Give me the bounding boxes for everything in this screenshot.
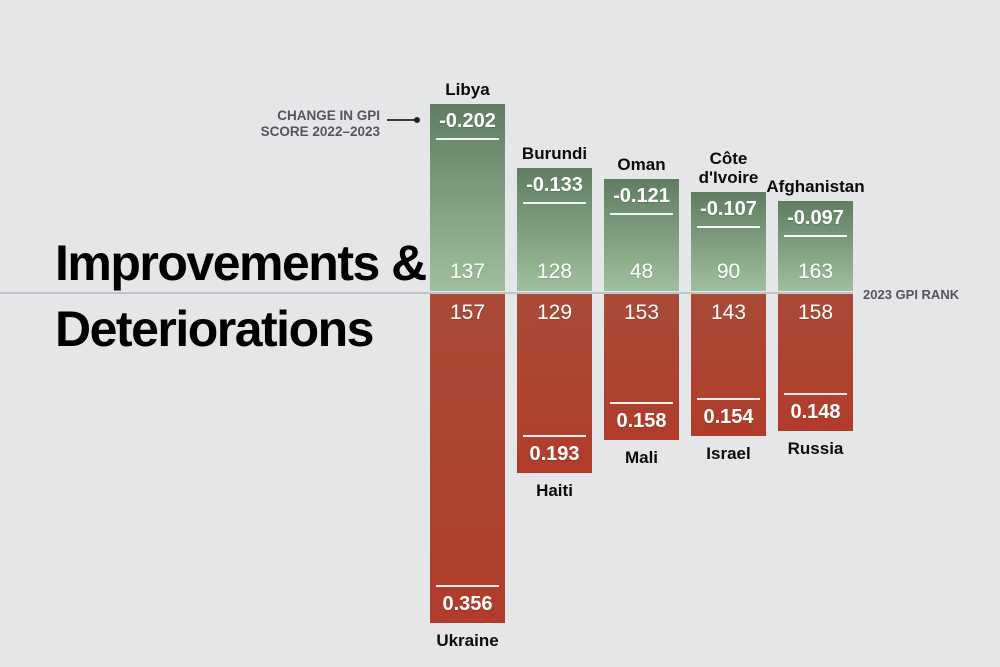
improvement-value: -0.097 <box>787 207 844 229</box>
deterioration-underline <box>784 393 847 395</box>
deterioration-country-label: Mali <box>624 448 659 467</box>
deterioration-underline <box>436 585 499 587</box>
page-title-line2: Deteriorations <box>55 301 374 357</box>
improvement-country-label: Côte d'Ivoire <box>698 149 759 187</box>
improvement-underline <box>697 226 760 228</box>
improvement-value: -0.121 <box>613 185 670 207</box>
improvement-bar: -0.202 137 <box>430 104 505 291</box>
improvement-country-label: Afghanistan <box>766 177 865 196</box>
improvement-country-label: Burundi <box>521 144 588 163</box>
chart-column: Côte d'Ivoire -0.107 90 143 0.154 Israel <box>691 0 766 667</box>
improvement-bar: -0.107 90 <box>691 192 766 291</box>
baseline-axis <box>0 292 853 294</box>
deterioration-rank: 153 <box>623 301 660 324</box>
deterioration-rank: 143 <box>710 301 747 324</box>
deterioration-bar: 157 0.356 <box>430 294 505 623</box>
deterioration-bar: 153 0.158 <box>604 294 679 440</box>
deterioration-underline <box>610 402 673 404</box>
improvement-rank: 90 <box>716 260 741 283</box>
deterioration-value: 0.193 <box>529 443 580 465</box>
improvement-value: -0.202 <box>439 110 496 132</box>
improvement-underline <box>523 202 586 204</box>
chart-column: Oman -0.121 48 153 0.158 Mali <box>604 0 679 667</box>
improvement-underline <box>436 138 499 140</box>
improvement-country-label: Libya <box>445 80 490 99</box>
deterioration-value: 0.356 <box>442 593 493 615</box>
page-title-line1: Improvements & <box>55 235 427 291</box>
chart-column: Afghanistan -0.097 163 158 0.148 Russia <box>766 0 864 667</box>
gpi-rank-note: 2023 GPI RANK <box>863 287 960 302</box>
deterioration-underline <box>697 398 760 400</box>
deterioration-rank: 157 <box>449 301 486 324</box>
deterioration-country-label: Israel <box>706 444 751 463</box>
deterioration-rank: 158 <box>797 301 834 324</box>
improvement-rank: 128 <box>536 260 573 283</box>
improvement-value: -0.133 <box>526 174 583 196</box>
improvement-rank: 137 <box>449 260 486 283</box>
deterioration-underline <box>523 435 586 437</box>
arrow-line <box>387 119 415 121</box>
improvement-bar: -0.121 48 <box>604 179 679 291</box>
deterioration-bar: 129 0.193 <box>517 294 592 473</box>
improvement-bar: -0.097 163 <box>778 201 853 291</box>
arrow-dot-icon <box>414 117 420 123</box>
change-score-note-line1: CHANGE IN GPI <box>277 108 380 123</box>
page-title: Improvements & Deteriorations <box>55 230 427 362</box>
improvement-bar: -0.133 128 <box>517 168 592 291</box>
deterioration-value: 0.154 <box>703 406 754 428</box>
chart-column: Burundi -0.133 128 129 0.193 Haiti <box>517 0 592 667</box>
deterioration-country-label: Russia <box>787 439 844 458</box>
chart-column: Libya -0.202 137 157 0.356 Ukraine <box>430 0 505 667</box>
improvement-underline <box>784 235 847 237</box>
deterioration-country-label: Haiti <box>536 481 573 500</box>
improvement-underline <box>610 213 673 215</box>
deterioration-value: 0.158 <box>616 410 667 432</box>
deterioration-bar: 143 0.154 <box>691 294 766 436</box>
improvement-rank: 163 <box>797 260 834 283</box>
improvement-rank: 48 <box>629 260 654 283</box>
change-score-note-line2: SCORE 2022–2023 <box>260 124 380 139</box>
deterioration-rank: 129 <box>536 301 573 324</box>
improvement-country-label: Oman <box>617 155 666 174</box>
deterioration-country-label: Ukraine <box>436 631 499 650</box>
change-score-note: CHANGE IN GPI SCORE 2022–2023 <box>178 108 380 140</box>
deterioration-value: 0.148 <box>790 401 841 423</box>
improvement-value: -0.107 <box>700 198 757 220</box>
deterioration-bar: 158 0.148 <box>778 294 853 431</box>
